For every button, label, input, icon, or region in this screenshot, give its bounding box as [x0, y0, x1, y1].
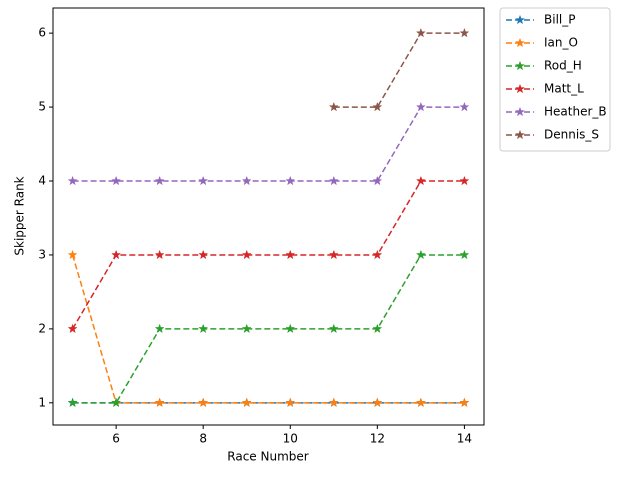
point	[328, 397, 339, 408]
y-tick-label: 1	[38, 395, 46, 409]
point	[198, 397, 209, 408]
point	[111, 175, 122, 186]
point	[198, 323, 209, 334]
point	[372, 397, 383, 408]
x-tick-label: 12	[370, 432, 385, 446]
legend-label: Dennis_S	[544, 128, 599, 142]
x-tick-label: 14	[457, 432, 472, 446]
legend-marker	[514, 83, 526, 94]
plot-frame	[52, 7, 485, 426]
point	[154, 397, 165, 408]
y-tick-label: 5	[38, 100, 46, 114]
point	[154, 175, 165, 186]
legend-label: Bill_P	[544, 13, 575, 27]
point	[285, 397, 296, 408]
series-line	[71, 254, 465, 404]
point	[67, 397, 78, 408]
legend-label: Ian_O	[544, 36, 578, 50]
legend-marker	[514, 106, 526, 117]
point	[459, 397, 470, 408]
point	[415, 397, 426, 408]
y-tick-label: 4	[38, 174, 46, 188]
point	[285, 323, 296, 334]
x-tick-label: 6	[112, 432, 120, 446]
point	[415, 175, 426, 186]
point	[328, 323, 339, 334]
series-line	[72, 106, 465, 182]
y-axis-label: Skipper Rank	[13, 176, 27, 255]
point	[154, 249, 165, 260]
legend-label: Heather_B	[544, 105, 607, 119]
point	[328, 175, 339, 186]
point	[459, 249, 470, 260]
point	[241, 249, 252, 260]
point	[67, 323, 78, 334]
series-line	[333, 32, 465, 108]
point	[372, 249, 383, 260]
legend-label: Rod_H	[544, 59, 582, 73]
point	[67, 175, 78, 186]
point	[372, 175, 383, 186]
x-tick-label: 10	[283, 432, 298, 446]
legend-marker	[514, 14, 526, 25]
point	[415, 27, 426, 38]
point	[285, 175, 296, 186]
point	[241, 323, 252, 334]
series-line	[71, 180, 465, 330]
point	[372, 323, 383, 334]
y-tick-label: 6	[38, 26, 46, 40]
point	[111, 249, 122, 260]
point	[241, 175, 252, 186]
point	[285, 249, 296, 260]
point	[459, 175, 470, 186]
y-tick-label: 3	[38, 247, 46, 261]
legend-marker	[514, 129, 526, 140]
point	[415, 101, 426, 112]
point	[415, 249, 426, 260]
point	[198, 249, 209, 260]
point	[372, 101, 383, 112]
point	[459, 27, 470, 38]
point	[198, 175, 209, 186]
legend-marker	[514, 60, 526, 71]
y-tick-label: 2	[38, 321, 46, 335]
point	[328, 249, 339, 260]
point	[241, 397, 252, 408]
series-line	[72, 254, 465, 404]
legend-label: Matt_L	[544, 82, 584, 96]
x-axis-label: Race Number	[227, 450, 308, 464]
point	[154, 323, 165, 334]
point	[459, 101, 470, 112]
point	[67, 249, 78, 260]
point	[111, 397, 122, 408]
point	[328, 101, 339, 112]
legend-marker	[514, 37, 526, 48]
x-tick-label: 8	[199, 432, 207, 446]
